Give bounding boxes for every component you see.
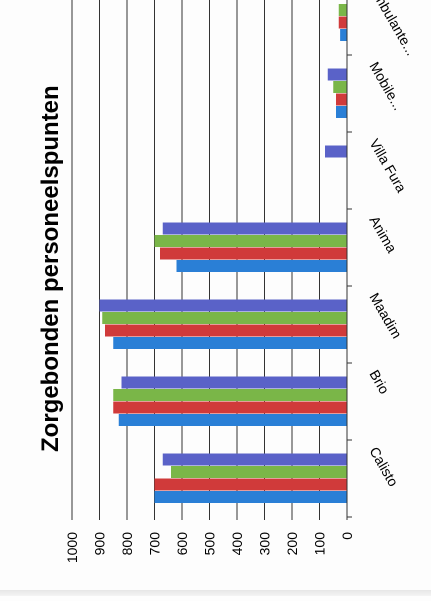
y-tick-label: 500	[202, 532, 218, 556]
bar	[325, 145, 347, 158]
y-tick-label: 100	[312, 532, 328, 556]
axes	[346, 0, 352, 520]
category-label: Brio	[366, 367, 392, 397]
category-label: Calisto	[366, 444, 401, 489]
bar	[154, 478, 347, 491]
bar	[162, 222, 347, 235]
y-tick-label: 400	[229, 532, 245, 556]
bar	[162, 453, 347, 466]
gridlines	[71, 0, 320, 520]
category-label: Ambulante...	[366, 0, 419, 58]
bars	[99, 4, 347, 503]
bar	[99, 299, 347, 312]
bar	[154, 491, 347, 503]
page-edge-shadow	[0, 590, 431, 596]
bar	[333, 81, 347, 93]
bar	[176, 260, 347, 272]
y-tick-label: 900	[92, 532, 108, 556]
chart-title: Zorgebonden personeelspunten	[37, 85, 64, 452]
bar	[336, 93, 347, 106]
bar	[327, 68, 347, 81]
bar	[336, 106, 347, 118]
bar	[113, 337, 347, 349]
bar	[118, 414, 347, 426]
category-label: Maadim	[366, 290, 405, 341]
bar	[105, 324, 347, 337]
bar	[171, 466, 347, 478]
bar	[338, 4, 347, 16]
bar	[338, 16, 347, 29]
y-tick-label: 600	[174, 532, 190, 556]
category-labels: Calisto Brio Maadim Anima Villa Fura Mobile..…	[366, 0, 419, 489]
category-label: Mobile...	[366, 59, 406, 113]
y-tick-label: 800	[119, 532, 135, 556]
y-tick-label: 300	[257, 532, 273, 556]
bar	[113, 401, 347, 414]
bar	[154, 235, 347, 247]
bar	[102, 312, 347, 324]
y-tick-label: 700	[147, 532, 163, 556]
value-axis-ticks: 0 100 200 300 400 500 600 700 800 900 1000	[64, 532, 355, 563]
y-tick-label: 1000	[64, 532, 80, 563]
y-tick-label: 0	[339, 532, 355, 540]
bar	[121, 376, 347, 389]
category-label: Anima	[366, 213, 400, 256]
bar	[160, 247, 347, 260]
category-label: Villa Fura	[366, 136, 409, 195]
bar	[113, 389, 347, 401]
bar	[340, 29, 347, 41]
y-tick-label: 200	[284, 532, 300, 556]
